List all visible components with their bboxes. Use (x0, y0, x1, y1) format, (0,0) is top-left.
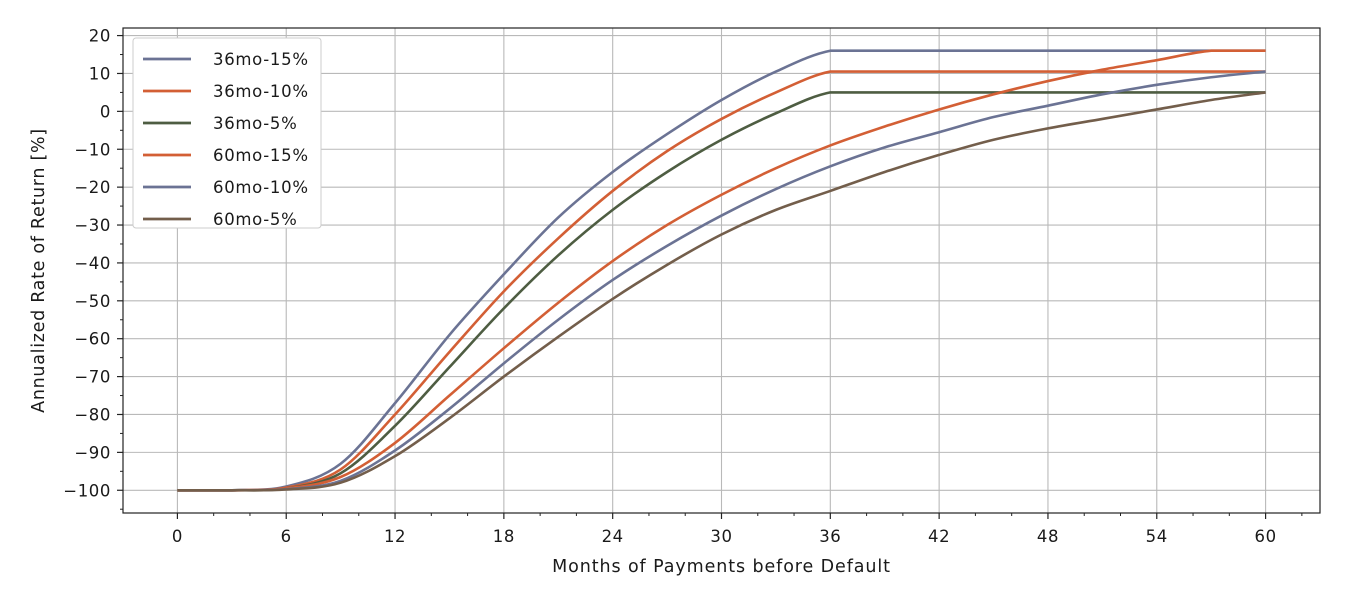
x-tick-label: 6 (281, 527, 292, 546)
legend-label-36mo-15pct: 36mo-15% (213, 50, 309, 69)
legend-label-36mo-10pct: 36mo-10% (213, 82, 309, 101)
legend: 36mo-15% 36mo-10% 36mo-5% 60mo-15% 60mo-10% 6… (132, 37, 322, 229)
legend-label-36mo-5pct: 36mo-5% (213, 114, 298, 133)
axis-ticks: 20 10 0 −10 −20 −30 −40 −50 −60 −70 −80 −90 −100 0 6 12… (63, 27, 1303, 546)
x-tick-label: 18 (493, 527, 515, 546)
y-tick-label: −10 (74, 140, 111, 159)
series-line-60mo-10pct (177, 70, 1266, 492)
y-tick-label: −80 (74, 405, 111, 424)
series-line-36mo-15pct (177, 49, 1266, 492)
y-tick-label: −50 (74, 292, 111, 311)
y-tick-label: 20 (89, 27, 111, 46)
legend-label-60mo-5pct: 60mo-5% (213, 210, 298, 229)
legend-box (132, 37, 322, 229)
x-axis-label: Months of Payments before Default (552, 557, 891, 577)
x-tick-label: 0 (172, 527, 183, 546)
y-tick-label: −70 (74, 368, 111, 387)
legend-label-60mo-15pct: 60mo-15% (213, 146, 309, 165)
series-line-36mo-5pct (177, 91, 1266, 492)
series-line-36mo-10pct (177, 70, 1266, 492)
x-tick-label: 12 (384, 527, 406, 546)
legend-items: 36mo-15% 36mo-10% 36mo-5% 60mo-15% 60mo-10% 6… (143, 50, 309, 229)
series-lines (177, 49, 1266, 492)
y-tick-label: 10 (89, 64, 111, 83)
series-line-60mo-15pct (177, 49, 1266, 492)
y-tick-label: −30 (74, 216, 111, 235)
x-tick-label: 54 (1146, 527, 1168, 546)
x-tick-label: 24 (602, 527, 624, 546)
y-tick-label: −100 (63, 481, 111, 500)
y-tick-label: 0 (100, 102, 111, 121)
y-tick-label: −40 (74, 254, 111, 273)
x-tick-label: 30 (710, 527, 732, 546)
legend-label-60mo-10pct: 60mo-10% (213, 178, 309, 197)
x-tick-label: 36 (819, 527, 841, 546)
grid-lines (123, 28, 1320, 513)
x-tick-label: 48 (1037, 527, 1059, 546)
y-tick-label: −90 (74, 443, 111, 462)
y-tick-label: −60 (74, 330, 111, 349)
x-tick-label: 60 (1254, 527, 1276, 546)
y-tick-label: −20 (74, 178, 111, 197)
x-tick-label: 42 (928, 527, 950, 546)
y-axis-label: Annualized Rate of Return [%] (29, 128, 49, 413)
series-line-60mo-5pct (177, 91, 1266, 492)
